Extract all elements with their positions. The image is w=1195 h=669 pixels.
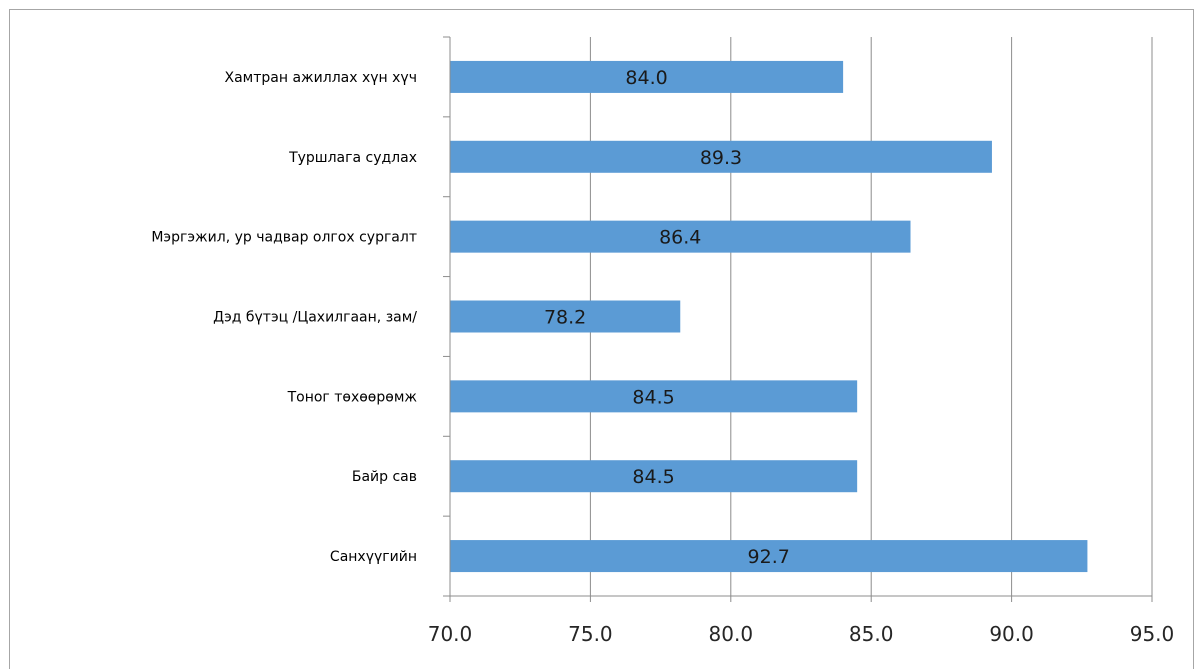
data-label: 84.5	[632, 386, 674, 408]
x-tick-label: 75.0	[568, 622, 613, 646]
bar	[450, 460, 858, 493]
category-label: Мэргэжил, ур чадвар олгох сургалт	[151, 230, 417, 246]
x-tick-label: 80.0	[709, 622, 754, 646]
category-label: Хамтран ажиллах хүн хүч	[225, 70, 417, 86]
category-label: Туршлага судлах	[288, 150, 417, 166]
data-label: 84.5	[632, 466, 674, 488]
category-label: Байр сав	[352, 469, 417, 485]
x-tick-label: 85.0	[849, 622, 894, 646]
category-label: Санхүүгийн	[330, 549, 417, 565]
bar	[450, 60, 844, 93]
data-label: 89.3	[700, 147, 742, 169]
x-tick-label: 95.0	[1130, 622, 1175, 646]
category-label: Дэд бүтэц /Цахилгаан, зам/	[213, 310, 417, 326]
bar	[450, 540, 1088, 573]
bar	[450, 220, 911, 253]
bar	[450, 380, 858, 413]
x-tick-label: 90.0	[989, 622, 1034, 646]
x-tick-label: 70.0	[428, 622, 473, 646]
data-label: 78.2	[544, 307, 586, 329]
bar	[450, 140, 992, 173]
data-label: 92.7	[748, 546, 790, 568]
chart-frame	[9, 9, 1194, 669]
category-label: Тоног төхөөрөмж	[287, 389, 418, 405]
data-label: 84.0	[625, 67, 667, 89]
bar	[450, 300, 681, 333]
data-label: 86.4	[659, 227, 701, 249]
